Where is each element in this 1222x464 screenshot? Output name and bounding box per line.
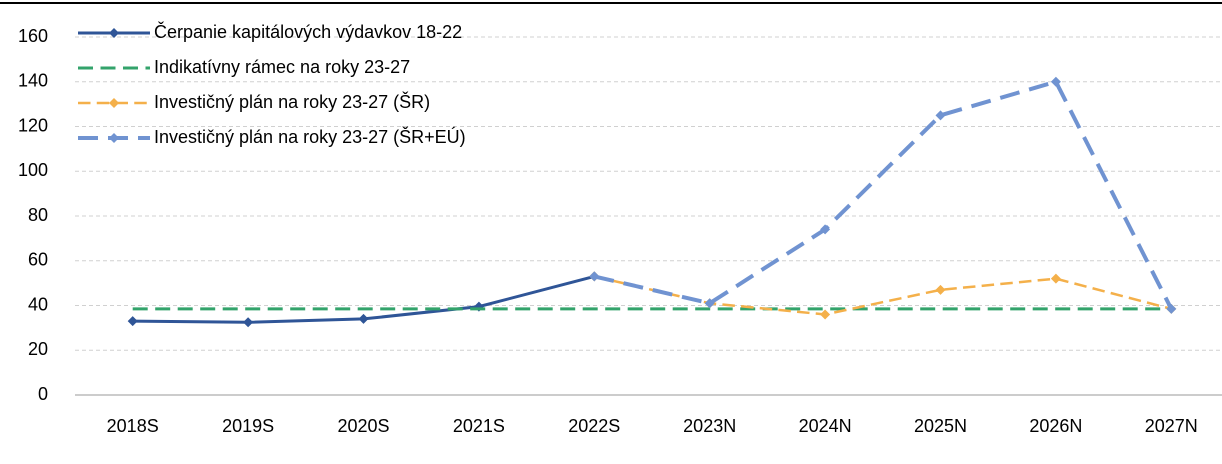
marker [243,317,254,328]
legend-marker [109,98,119,108]
x-tick-label: 2026N [1029,416,1082,436]
y-tick-label: 0 [38,384,48,404]
marker [935,284,946,295]
y-tick-label: 120 [18,115,48,135]
legend-label: Čerpanie kapitálových výdavkov 18-22 [154,21,462,42]
x-tick-label: 2021S [453,416,505,436]
x-tick-label: 2020S [337,416,389,436]
marker [820,224,831,235]
y-tick-label: 140 [18,71,48,91]
series-line [593,79,1174,310]
x-tick-label: 2025N [914,416,967,436]
x-tick-label: 2023N [683,416,736,436]
legend-marker [109,133,119,143]
marker [1166,303,1177,314]
y-tick-label: 20 [28,339,48,359]
x-tick-label: 2024N [799,416,852,436]
marker [127,316,138,327]
marker [1050,76,1061,87]
legend-label: Indikatívny rámec na roky 23-27 [154,57,410,77]
legend-marker [109,28,119,38]
legend-label: Investičný plán na roky 23-27 (ŠR+EÚ) [154,126,466,147]
marker [1050,273,1061,284]
x-tick-label: 2019S [222,416,274,436]
y-tick-label: 160 [18,26,48,46]
marker [589,271,600,282]
marker [935,110,946,121]
y-tick-label: 60 [28,250,48,270]
x-tick-label: 2018S [107,416,159,436]
marker [820,309,831,320]
y-tick-label: 40 [28,294,48,314]
marker [358,313,369,324]
y-tick-label: 80 [28,205,48,225]
x-tick-label: 2027N [1145,416,1198,436]
marker [704,298,715,309]
legend-label: Investičný plán na roky 23-27 (ŠR) [154,91,430,112]
y-tick-label: 100 [18,160,48,180]
x-tick-label: 2022S [568,416,620,436]
